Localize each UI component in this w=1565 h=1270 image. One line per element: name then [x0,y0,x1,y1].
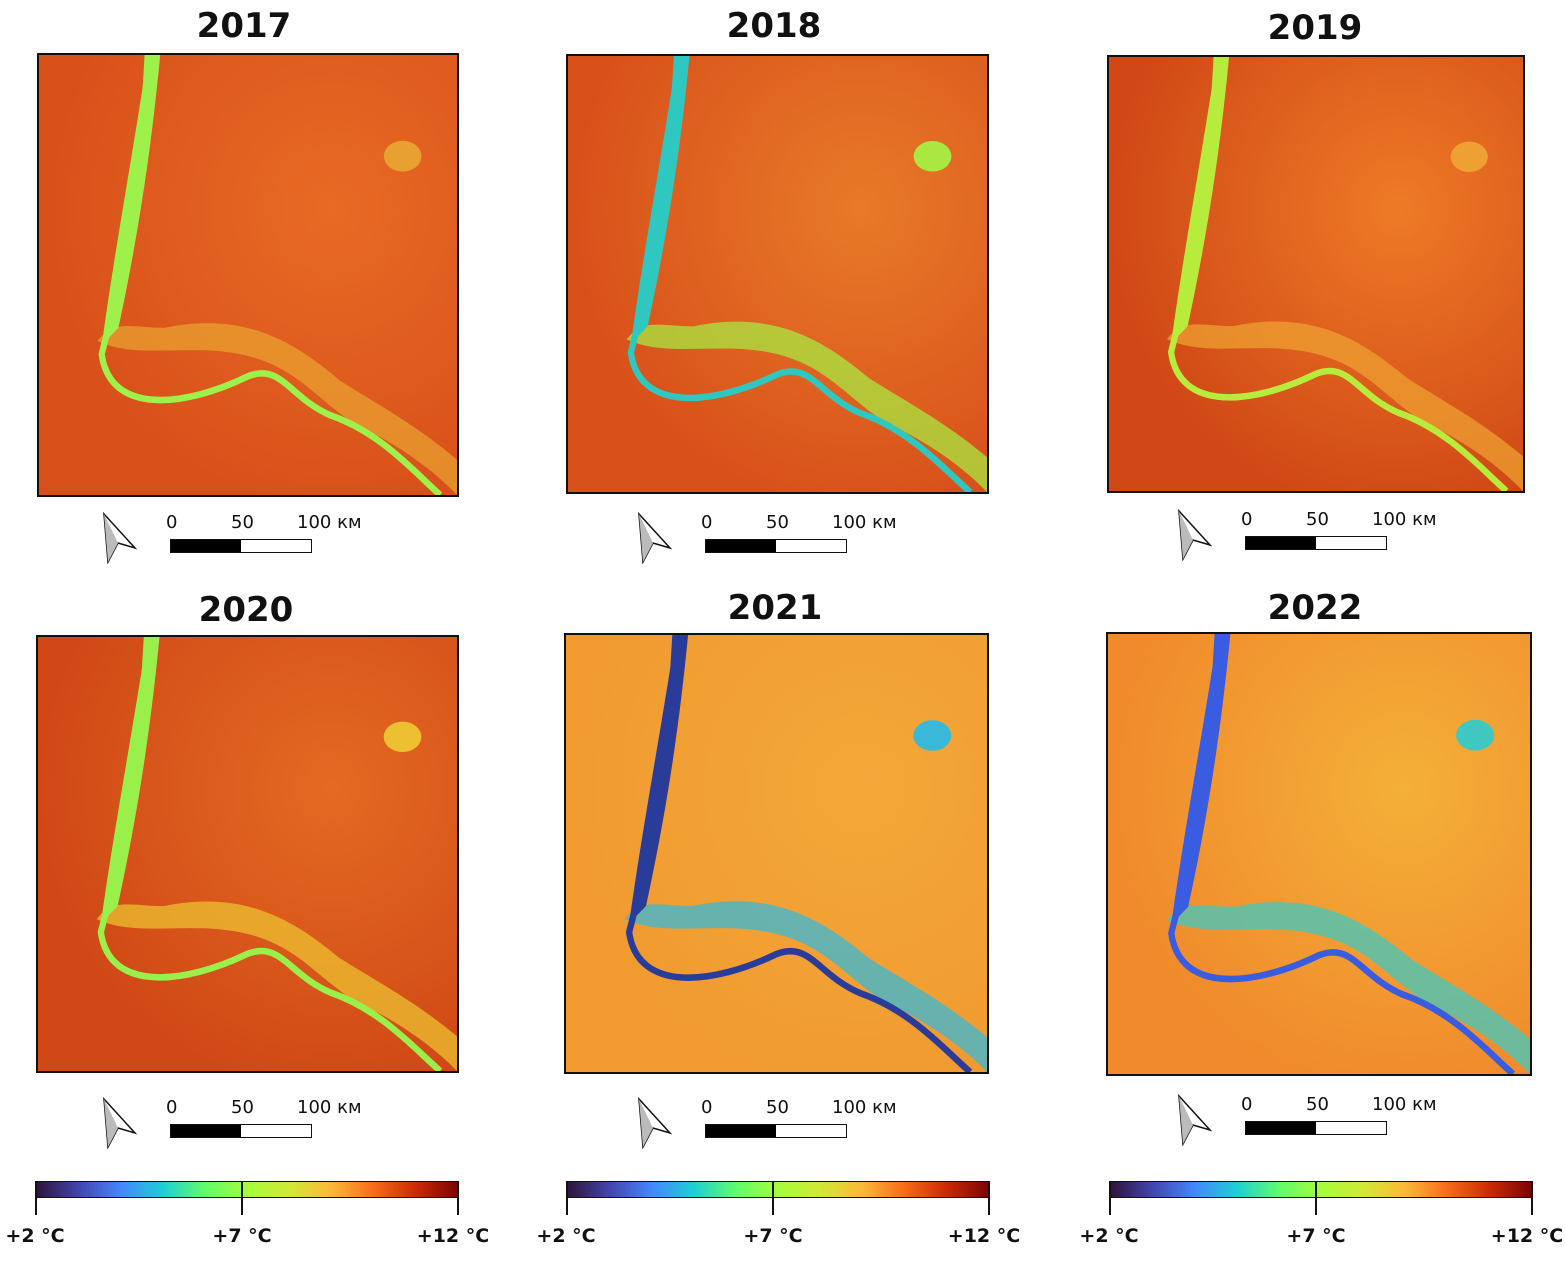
scale-bar-graphic [170,539,312,553]
scale-label-100: 100 км [832,1097,897,1118]
panel-title-2022: 2022 [1267,588,1363,628]
temperature-map-2020 [36,635,459,1073]
scale-bar: 0 50 100 км [100,1097,400,1157]
panel-title-2020: 2020 [198,590,294,630]
colorbar-gradient [1109,1181,1533,1198]
scale-label-0: 0 [701,512,713,533]
scale-bar: 0 50 100 км [635,1097,935,1157]
scale-bar-graphic [1245,1121,1387,1135]
colorbar-tick [988,1181,990,1215]
scale-bar-graphic [170,1124,312,1138]
colorbar-tick [1531,1181,1533,1215]
panel-title-2021: 2021 [727,588,823,628]
colorbar-tick [457,1181,459,1215]
panel-title-2018: 2018 [726,6,822,46]
scale-bar: 0 50 100 км [100,512,400,572]
colorbar-tick [1315,1181,1317,1215]
colorbar-gradient [35,1181,459,1198]
colorbar-tick [1109,1181,1111,1215]
colorbar-label-mid: +7 °C [743,1225,803,1247]
north-arrow-icon [638,512,673,564]
north-arrow-icon [103,512,138,564]
scale-label-0: 0 [166,512,178,533]
temperature-map-2017 [37,53,459,497]
scale-label-100: 100 км [1372,1094,1437,1115]
scale-label-50: 50 [1306,509,1329,530]
scale-label-0: 0 [166,1097,178,1118]
north-arrow-icon [1178,509,1213,561]
colorbar-label-mid: +7 °C [1286,1225,1346,1247]
colorbar: +2 °C +7 °C +12 °C [1079,1181,1563,1247]
scale-bar: 0 50 100 км [1175,1094,1475,1154]
north-arrow-icon [1178,1094,1213,1146]
colorbar-gradient [566,1181,990,1198]
scale-bar-graphic [705,1124,847,1138]
scale-label-50: 50 [766,1097,789,1118]
colorbar-tick [241,1181,243,1215]
scale-label-0: 0 [701,1097,713,1118]
colorbar-tick [35,1181,37,1215]
scale-label-50: 50 [231,512,254,533]
scale-label-50: 50 [766,512,789,533]
temperature-map-2022 [1106,632,1532,1076]
temperature-map-2019 [1107,55,1525,493]
colorbar-tick [772,1181,774,1215]
colorbar-label-min: +2 °C [5,1225,65,1247]
panel-title-2019: 2019 [1267,8,1363,48]
temperature-map-2021 [564,633,989,1074]
scale-label-0: 0 [1241,509,1253,530]
scale-label-100: 100 км [297,512,362,533]
scale-label-100: 100 км [297,1097,362,1118]
colorbar: +2 °C +7 °C +12 °C [536,1181,1020,1247]
scale-bar-graphic [705,539,847,553]
colorbar: +2 °C +7 °C +12 °C [5,1181,489,1247]
scale-label-50: 50 [231,1097,254,1118]
scale-label-100: 100 км [832,512,897,533]
scale-bar: 0 50 100 км [635,512,935,572]
colorbar-label-max: +12 °C [947,1225,1021,1247]
colorbar-label-max: +12 °C [1490,1225,1564,1247]
colorbar-tick [566,1181,568,1215]
temperature-map-2018 [566,54,989,494]
scale-label-100: 100 км [1372,509,1437,530]
north-arrow-icon [103,1097,138,1149]
scale-label-50: 50 [1306,1094,1329,1115]
panel-title-2017: 2017 [196,6,292,46]
north-arrow-icon [638,1097,673,1149]
scale-bar: 0 50 100 км [1175,509,1475,569]
colorbar-label-min: +2 °C [536,1225,596,1247]
colorbar-label-min: +2 °C [1079,1225,1139,1247]
colorbar-label-max: +12 °C [416,1225,490,1247]
colorbar-label-mid: +7 °C [212,1225,272,1247]
scale-bar-graphic [1245,536,1387,550]
scale-label-0: 0 [1241,1094,1253,1115]
